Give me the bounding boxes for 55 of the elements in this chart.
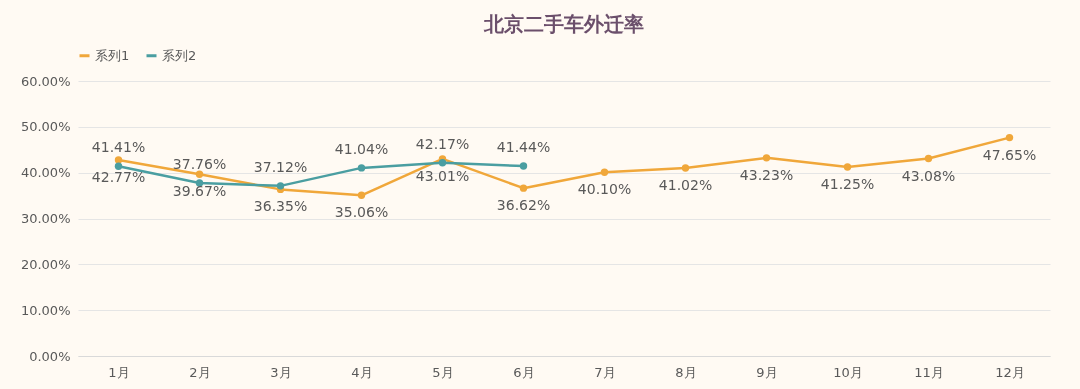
data-label: 43.01% [415, 167, 470, 184]
x-tick-label: 6月 [513, 364, 535, 380]
point [195, 170, 204, 178]
point [114, 162, 123, 170]
x-tick-label: 8月 [675, 364, 697, 380]
data-label: 36.35% [253, 198, 308, 215]
x-tick-label: 4月 [351, 364, 373, 380]
point [438, 159, 447, 167]
data-label: 37.76% [172, 155, 227, 172]
data-label: 43.23% [739, 166, 794, 183]
x-tick-label: 2月 [189, 364, 211, 380]
data-label: 39.67% [172, 183, 227, 200]
y-tick-label: 30.00% [20, 211, 71, 226]
point [519, 162, 528, 170]
y-tick-label: 20.00% [20, 256, 71, 272]
legend-label: 系列2 [162, 47, 197, 63]
data-label: 41.41% [91, 139, 146, 156]
point [357, 191, 366, 200]
x-tick-label: 1月 [108, 364, 130, 380]
data-label: 36.62% [496, 197, 551, 214]
y-tick-label: 60.00% [20, 73, 71, 89]
x-tick-label: 7月 [594, 364, 616, 380]
y-tick-label: 10.00% [20, 302, 71, 318]
point [762, 154, 771, 162]
point [681, 164, 690, 172]
x-tick-label: 11月 [914, 364, 944, 380]
x-tick-label: 5月 [432, 364, 454, 380]
x-tick-label: 3月 [270, 364, 292, 380]
y-tick-label: 40.00% [20, 165, 71, 181]
point [357, 164, 366, 172]
data-label: 42.77% [91, 168, 146, 185]
point [114, 156, 123, 164]
x-tick-label: 9月 [756, 364, 778, 380]
data-label: 47.65% [982, 146, 1037, 163]
chart-title: 北京二手车外迁率 [483, 12, 644, 36]
data-label: 40.10% [577, 181, 632, 198]
point [276, 182, 285, 190]
data-label: 35.06% [334, 204, 389, 221]
point [519, 184, 528, 192]
y-tick-label: 0.00% [29, 348, 71, 364]
point [924, 154, 933, 163]
data-label: 37.12% [253, 158, 308, 175]
data-label: 41.44% [496, 139, 551, 156]
x-tick-label: 10月 [833, 364, 863, 380]
point [843, 163, 852, 171]
data-label: 42.17% [415, 135, 470, 152]
point [600, 168, 609, 176]
y-tick-label: 50.00% [20, 119, 71, 135]
data-label: 41.25% [820, 175, 875, 192]
point [1005, 133, 1014, 142]
x-tick-label: 12月 [995, 364, 1025, 380]
data-label: 41.02% [658, 176, 713, 193]
data-label: 43.08% [901, 167, 956, 184]
data-label: 41.04% [334, 140, 389, 157]
legend-label: 系列1 [95, 47, 130, 63]
